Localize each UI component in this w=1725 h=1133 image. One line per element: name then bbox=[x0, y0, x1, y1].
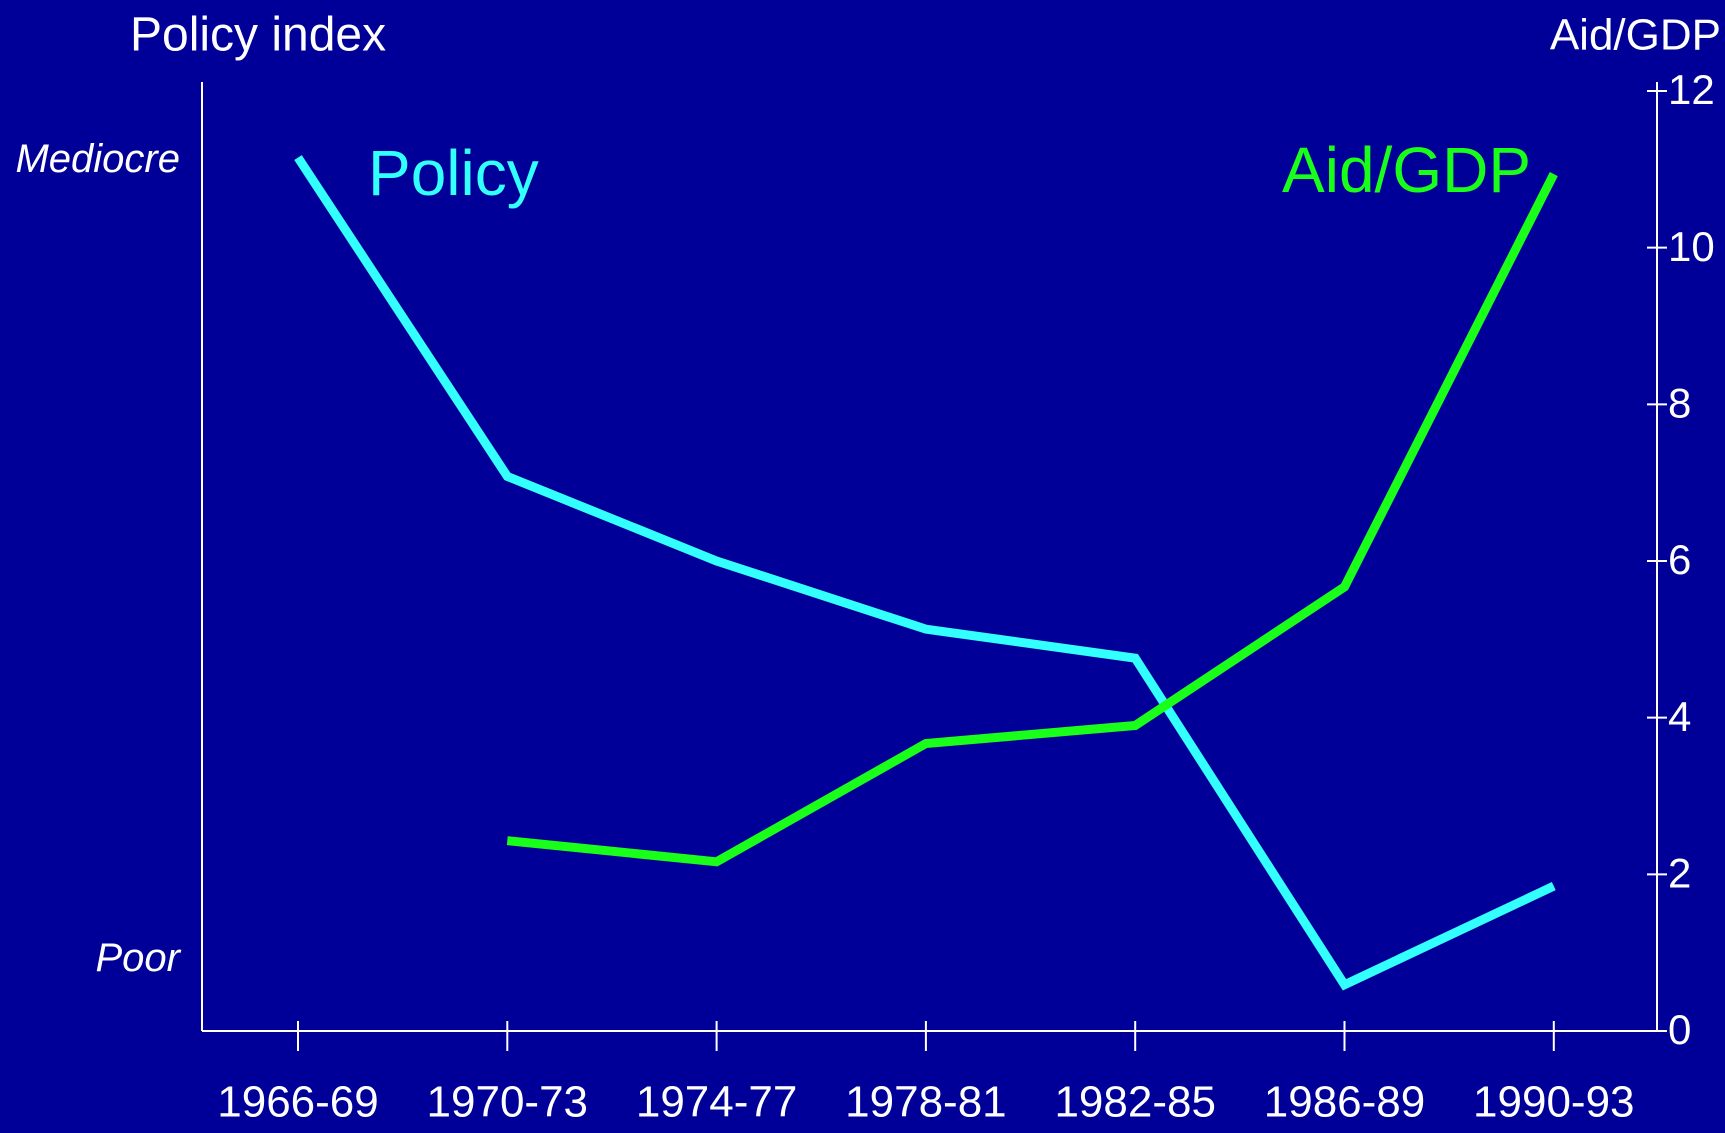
series-label: Aid/GDP bbox=[1282, 134, 1531, 206]
y-tick-label: Mediocre bbox=[15, 137, 180, 181]
x-tick-label: 1966-69 bbox=[217, 1078, 378, 1127]
x-tick-label: 1982-85 bbox=[1054, 1078, 1215, 1127]
y2-tick-label: 8 bbox=[1668, 379, 1691, 426]
x-tick-label: 1970-73 bbox=[427, 1078, 588, 1127]
series-label: Policy bbox=[368, 137, 539, 209]
y2-tick-label: 4 bbox=[1668, 693, 1691, 740]
x-tick-label: 1974-77 bbox=[636, 1078, 797, 1127]
y2-tick-label: 10 bbox=[1668, 223, 1715, 270]
y2-tick-label: 12 bbox=[1668, 66, 1715, 113]
y-tick-label: Poor bbox=[96, 936, 182, 980]
y2-tick-label: 6 bbox=[1668, 536, 1691, 583]
y2-tick-label: 2 bbox=[1668, 849, 1691, 896]
x-tick-label: 1986-89 bbox=[1264, 1078, 1425, 1127]
series-line bbox=[506, 171, 1558, 867]
y2-tick-label: 0 bbox=[1668, 1006, 1691, 1053]
x-tick-label: 1978-81 bbox=[845, 1078, 1006, 1127]
y2-axis-label: Aid/GDP bbox=[1550, 11, 1721, 60]
y-axis-label: Policy index bbox=[130, 9, 386, 62]
x-tick-label: 1990-93 bbox=[1473, 1078, 1634, 1127]
series-line bbox=[294, 155, 1556, 991]
